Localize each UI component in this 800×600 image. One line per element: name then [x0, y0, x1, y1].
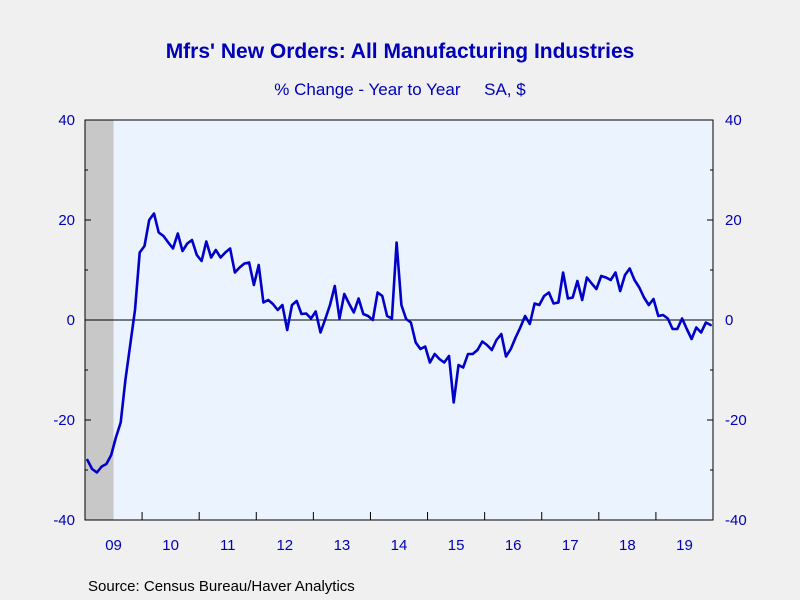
chart-subtitle: % Change - Year to Year SA, $ — [274, 80, 526, 99]
x-tick-label: 14 — [391, 537, 408, 554]
x-tick-label: 12 — [276, 537, 293, 554]
y-tick-label-right: 40 — [725, 112, 742, 129]
x-tick-label: 10 — [162, 537, 179, 554]
chart-title: Mfrs' New Orders: All Manufacturing Indu… — [166, 40, 635, 63]
x-tick-label: 18 — [619, 537, 636, 554]
y-tick-label-right: -40 — [725, 512, 747, 529]
series-line — [86, 212, 712, 474]
x-tick-label: 09 — [105, 537, 122, 554]
source-note: Source: Census Bureau/Haver Analytics — [88, 578, 355, 595]
y-tick-label-left: 40 — [58, 112, 75, 129]
y-tick-label-right: -20 — [725, 412, 747, 429]
y-tick-label-left: -40 — [53, 512, 75, 529]
y-tick-label-left: 0 — [67, 312, 75, 329]
x-tick-label: 17 — [562, 537, 579, 554]
x-tick-label: 11 — [220, 537, 236, 554]
y-tick-label-left: -20 — [53, 412, 75, 429]
x-tick-label: 16 — [505, 537, 522, 554]
y-tick-label-right: 20 — [725, 212, 742, 229]
axis-labels: 40 40 20 20 0 0 -20 -20 -40 -40 09 10 11 12 13 14 15 16 17… — [53, 112, 746, 554]
y-tick-label-left: 20 — [58, 212, 75, 229]
plot-frame — [84, 119, 714, 521]
x-tick-label: 13 — [334, 537, 351, 554]
x-tick-label: 19 — [676, 537, 693, 554]
y-tick-label-right: 0 — [725, 312, 733, 329]
x-tick-label: 15 — [448, 537, 465, 554]
